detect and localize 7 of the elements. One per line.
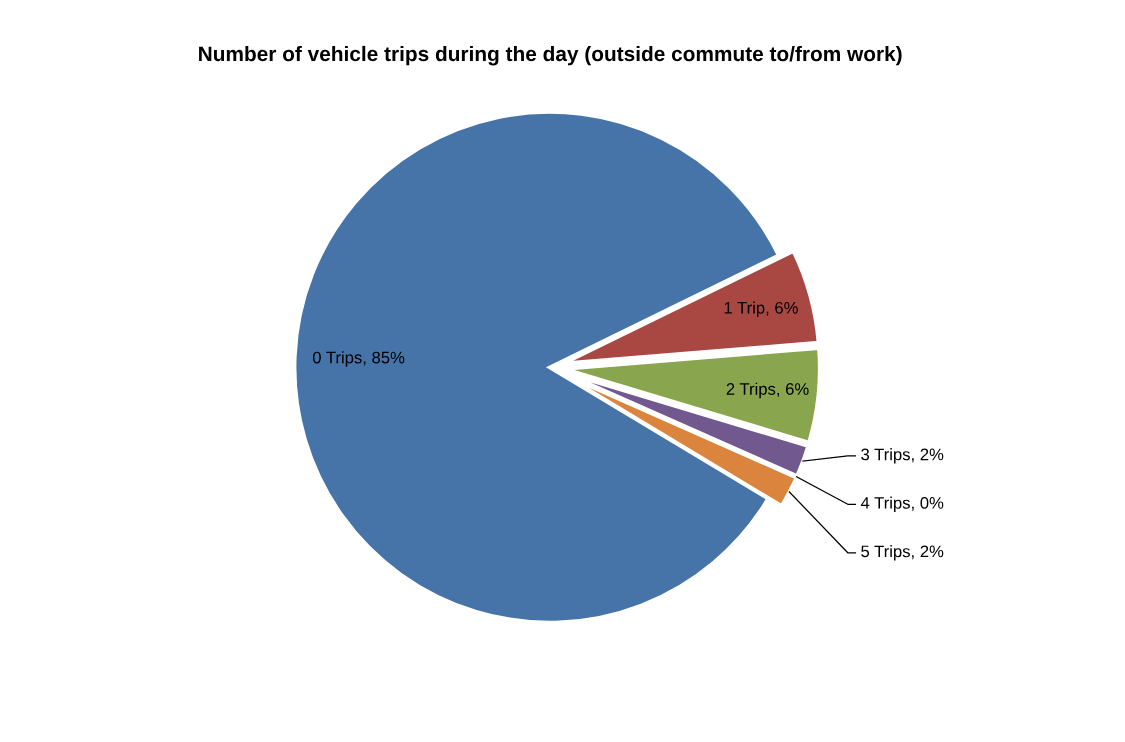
- chart-title: Number of vehicle trips during the day (outside commute to/from work): [199, 45, 902, 66]
- slice-label: 0 Trips, 85%: [312, 351, 405, 367]
- slice-label: 1 Trip, 6%: [724, 301, 798, 318]
- slice-label: 2 Trips, 6%: [726, 382, 809, 399]
- slice-label: 3 Trips, 2%: [861, 448, 944, 464]
- category-label: 4 Trips, 0%: [860, 496, 944, 513]
- slice-label: 5 Trips, 2%: [861, 545, 944, 561]
